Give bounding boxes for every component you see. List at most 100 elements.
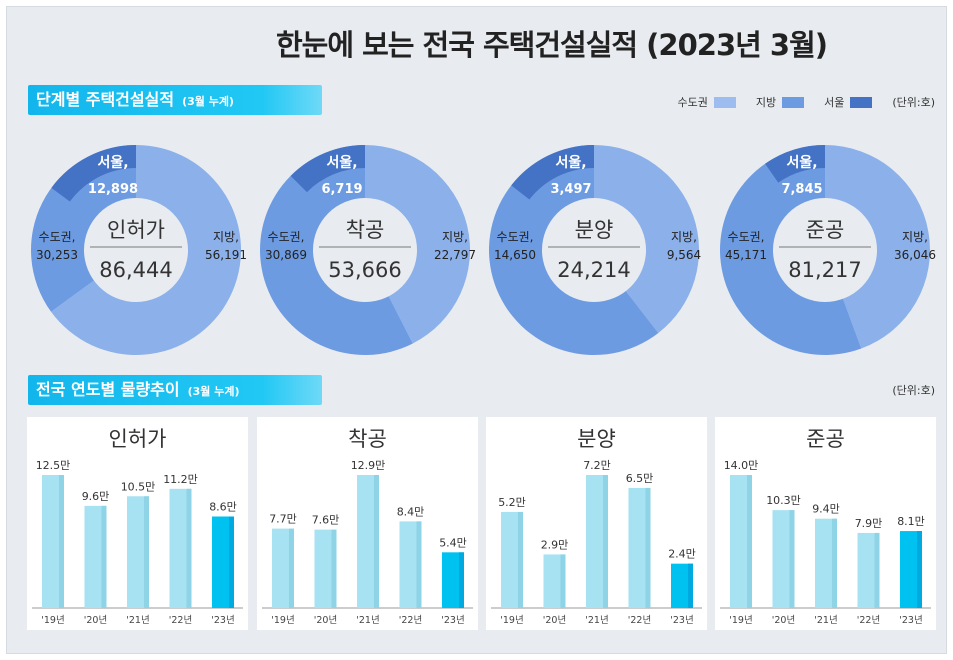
section-header-yearly: 전국 연도별 물량추이 (3월 누계) [28,375,322,405]
donut-hole [84,198,188,302]
donut-total: 81,217 [788,258,861,282]
bar [314,529,337,608]
donut-title: 분양 [575,218,614,242]
donut-total: 86,444 [99,258,172,282]
slice-jibang [825,145,930,349]
bar-value-label: 8.4만 [397,505,425,518]
donut-3: 분양 24,214 지방, 9,564 수도권, 14,650 서울, 3,497 [488,145,701,356]
bar-value-label: 6.5만 [626,472,654,485]
bar [671,563,693,608]
bar-value-label: 12.5만 [36,459,71,472]
bar [815,518,837,608]
x-tick-label: '23년 [899,615,922,626]
donut-hole [542,198,646,302]
label-seoul-name: 서울, [555,154,586,171]
bar-value-label: 7.7만 [269,513,297,526]
bar-shade [416,521,422,608]
bar-value-label: 11.2만 [163,473,198,486]
x-tick-label: '21년 [356,615,379,626]
bar [586,475,608,608]
bar-value-label: 5.2만 [498,496,526,509]
label-seoul-value: 6,719 [321,182,362,197]
label-jibang-name: 지방, [902,230,928,244]
label-jibang-value: 9,564 [667,248,701,262]
slice-seoul [51,145,136,202]
bar-value-label: 10.5만 [121,480,156,493]
legend-swatch-sudo [713,96,736,108]
x-tick-label: '19년 [729,615,752,626]
donut-4: 준공 81,217 지방, 36,046 수도권, 45,171 서울, 7,845 [720,145,936,355]
label-jibang-value: 22,797 [434,248,476,262]
bar [399,521,422,608]
bar-panel-1: 인허가 12.5만 '19년 9.6만 '20년 10.5만 '21년 11.2만 '22년 8.… [27,417,248,630]
label-sudo-value: 14,650 [494,248,536,262]
bar-shade [688,563,693,608]
x-tick-label: '20년 [314,615,337,626]
bar-shade [101,505,107,608]
x-tick-label: '23년 [670,615,693,626]
page-title: 한눈에 보는 전국 주택건설실적 (2023년 3월) [275,28,828,62]
bar [543,554,566,608]
bar-chart-title: 준공 [806,427,845,451]
bar-shade [59,475,64,608]
donut-charts: 인허가 86,444 지방, 56,191 수도권, 30,253 서울, 12,898 착공 5… [30,145,936,356]
x-tick-label: '22년 [628,615,651,626]
bar-shade [747,475,752,608]
label-jibang-value: 56,191 [205,248,247,262]
bar-chart-title: 분양 [577,427,616,451]
bar-shade [459,552,464,608]
bar-chart-title: 착공 [348,427,387,451]
bar-panel-4: 준공 14.0만 '19년 10.3만 '20년 9.4만 '21년 7.9만 '22년 8.1만… [715,417,936,630]
bar-shade [917,531,922,608]
bar-shade [832,518,837,608]
x-tick-label: '19년 [500,615,523,626]
bar [272,528,294,608]
bar [857,532,880,608]
bar-shade [374,475,379,608]
label-sudo-name: 수도권, [39,230,76,244]
x-tick-label: '20년 [543,615,566,626]
x-tick-label: '21년 [814,615,837,626]
bar [730,475,752,608]
bar-shade [518,511,523,608]
bar-shade [603,475,608,608]
donut-total: 53,666 [328,258,401,282]
label-jibang-name: 지방, [213,230,239,244]
donut-hole [313,198,417,302]
bar-value-label: 9.4만 [812,503,840,516]
bar-shade [229,516,234,608]
bar [84,505,107,608]
donut-2: 착공 53,666 지방, 22,797 수도권, 30,869 서울, 6,719 [260,145,476,356]
x-tick-label: '21년 [126,615,149,626]
bar-panel-2: 착공 7.7만 '19년 7.6만 '20년 12.9만 '21년 8.4만 '22년 5.4만 '… [257,417,478,630]
bar [501,511,523,608]
legend-swatch-seoul [850,96,873,108]
bar-value-label: 8.1만 [897,515,925,528]
bar [127,496,149,608]
bar [442,552,464,608]
label-sudo-name: 수도권, [497,230,534,244]
label-seoul-name: 서울, [97,154,128,171]
label-sudo-name: 수도권, [268,230,305,244]
slice-jibang [594,145,699,333]
legend: 수도권 지방 서울 (단위:호) [677,96,935,109]
donut-title: 준공 [806,218,845,242]
bar [900,531,922,608]
donut-title: 착공 [346,218,385,242]
bar-shade [144,496,149,608]
x-tick-label: '22년 [399,615,422,626]
legend-swatch-jibang [782,96,805,108]
slice-seoul [511,145,594,200]
bar [42,475,64,608]
bar-shade [331,529,337,608]
bar-shade [789,510,795,608]
bar [628,487,651,608]
bar [357,475,379,608]
slice-seoul [765,145,825,183]
donut-title: 인허가 [107,218,165,242]
label-seoul-name: 서울, [326,154,357,171]
label-seoul-value: 3,497 [550,182,591,197]
donut-total: 24,214 [557,258,630,282]
donut-hole [773,198,877,302]
bar-value-label: 10.3만 [766,494,801,507]
